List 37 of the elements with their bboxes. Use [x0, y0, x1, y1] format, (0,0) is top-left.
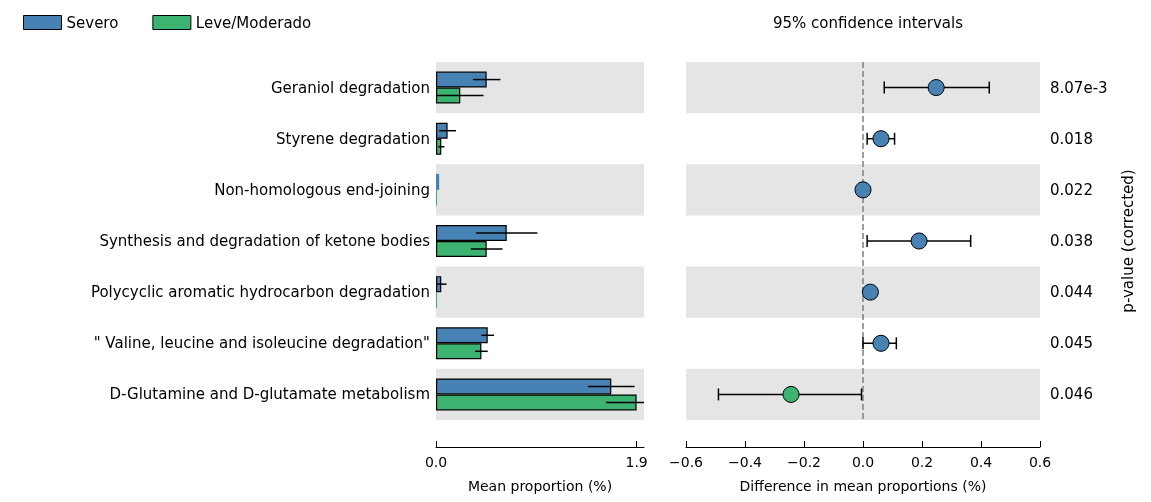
y-tick-label: Styrene degradation — [276, 129, 430, 148]
x-tick-label: 0.2 — [910, 454, 934, 470]
x-axis-title: Difference in mean proportions (%) — [739, 478, 987, 494]
x-tick-label: −0.4 — [728, 454, 763, 470]
x-tick-label: 0.4 — [969, 454, 993, 470]
x-axis-title: Mean proportion (%) — [467, 478, 613, 494]
x-tick-label: 1.9 — [625, 454, 648, 470]
y-axis-title: p-value (corrected) — [1118, 169, 1137, 313]
y-tick-label: 0.038 — [1050, 232, 1093, 250]
point — [854, 181, 872, 199]
x-tick-label: 0.0 — [424, 454, 448, 470]
y-tick-label: Polycyclic aromatic hydrocarbon degradation — [90, 283, 430, 302]
bar — [436, 173, 440, 190]
y-tick-label: 8.07e-3 — [1050, 78, 1108, 97]
y-tick-label: 0.045 — [1050, 334, 1093, 353]
point — [927, 79, 945, 97]
legend-label: Severo — [66, 13, 119, 32]
y-tick-label: " Valine, leucine and isoleucine degradation" — [93, 334, 430, 353]
y-tick-label: Geraniol degradation — [270, 78, 430, 97]
x-tick-label: 0.0 — [851, 454, 875, 470]
point — [872, 130, 890, 148]
y-tick-label: Synthesis and degradation of ketone bodies — [99, 232, 431, 250]
point — [782, 385, 800, 403]
point — [872, 334, 890, 352]
x-tick-label: −0.2 — [787, 454, 821, 470]
y-tick-label: Non-homologous end-joining — [214, 180, 430, 199]
x-tick-label: 0.6 — [1028, 454, 1052, 470]
y-tick-label: 0.046 — [1050, 385, 1093, 404]
chart-title: 95% confidence intervals — [773, 13, 964, 32]
y-tick-label: 0.022 — [1050, 180, 1093, 199]
y-tick-label: D-Glutamine and D-glutamate metabolism — [109, 385, 430, 404]
x-tick-label: −0.6 — [669, 454, 704, 470]
y-tick-label: 0.044 — [1050, 283, 1093, 302]
point — [910, 232, 928, 250]
y-tick-label: 0.018 — [1050, 129, 1093, 148]
legend-label: Leve/Moderado — [195, 13, 312, 32]
point — [861, 283, 879, 301]
